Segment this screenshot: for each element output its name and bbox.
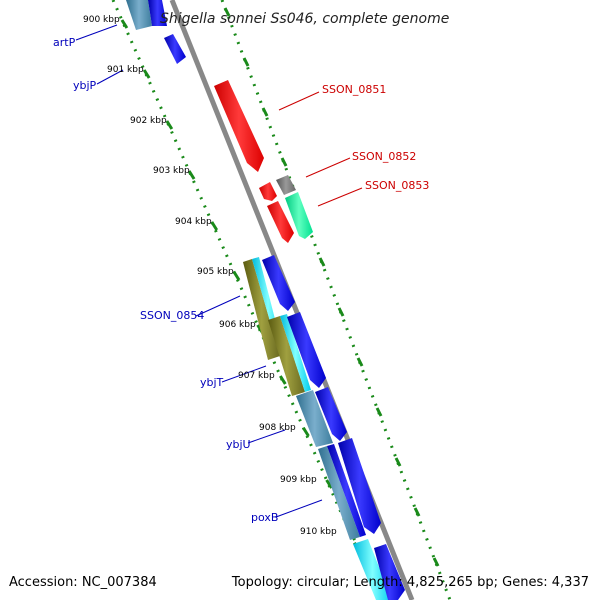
outer-major-tick-558 — [432, 557, 440, 567]
tick-label-910: 910 kbp — [300, 527, 337, 537]
outer-major-tick-458 — [394, 457, 402, 467]
feature-cyan-910 — [353, 539, 392, 600]
feature-ssn0851-arrow — [214, 80, 264, 172]
gene-labels: artP ybjP SSON_0851 SSON_0852 SSON_0853 … — [53, 36, 429, 524]
gene-label-sson0852[interactable]: SSON_0852 — [352, 150, 416, 163]
feature-blue-top-segment — [126, 0, 152, 30]
feature-ybjp-cds — [243, 259, 280, 360]
tick-label-902: 902 kbp — [130, 116, 167, 126]
feature-blue-arrow-909 — [338, 438, 381, 534]
feature-ssn0852-arrow — [267, 201, 294, 243]
inner-major-tick-9 — [325, 479, 333, 489]
inner-major-tick-2 — [165, 120, 174, 130]
feature-blue-arrow-905 — [262, 255, 295, 311]
accession-text: Accession: NC_007384 — [9, 575, 157, 590]
inner-arrow-lane — [164, 34, 405, 600]
feature-blue-arrow-910 — [374, 544, 405, 600]
feature-ssn0852-small — [259, 182, 277, 201]
inner-major-tick-4 — [210, 221, 219, 231]
feature-ssn0853-green — [285, 192, 313, 239]
feature-teal-908 — [296, 390, 333, 447]
feature-cyan-906 — [280, 314, 311, 392]
tick-label-907: 907 kbp — [238, 371, 275, 381]
label-leaders — [75, 24, 363, 518]
tick-label-900: 900 kbp — [83, 15, 120, 25]
gene-label-sson0854[interactable]: SSON_0854 — [140, 309, 204, 322]
tick-label-908: 908 kbp — [259, 423, 296, 433]
feature-blue-arrow-908 — [315, 387, 347, 441]
inner-major-tick-1 — [142, 69, 151, 79]
inner-major-tick-8 — [302, 427, 310, 437]
tick-label-909: 909 kbp — [280, 475, 317, 485]
outer-arrow-lane — [214, 80, 313, 243]
outer-major-tick-108 — [261, 107, 269, 117]
gene-label-artp[interactable]: artP — [53, 36, 76, 49]
outer-major-tick-158 — [280, 157, 288, 167]
outer-major-tick-308 — [337, 307, 345, 317]
feature-olive-906 — [268, 316, 305, 396]
tick-label-905: 905 kbp — [197, 267, 234, 277]
feature-teal-909 — [318, 446, 360, 540]
gene-label-ybjp[interactable]: ybjP — [73, 79, 97, 92]
gene-label-sson0851[interactable]: SSON_0851 — [322, 83, 386, 96]
feature-blue-arrow-906 — [287, 312, 326, 388]
inner-cds-lane — [126, 0, 392, 600]
kbp-tick-labels: 900 kbp 901 kbp 902 kbp 903 kbp 904 kbp … — [83, 15, 337, 537]
feature-blue-top-segment-2 — [148, 0, 167, 26]
inner-major-tick-3 — [187, 170, 196, 180]
tick-label-906: 906 kbp — [219, 320, 256, 330]
tick-label-904: 904 kbp — [175, 217, 212, 227]
gene-label-ybjt[interactable]: ybjT — [200, 376, 224, 389]
inner-major-tick-7 — [279, 375, 287, 385]
feature-ssn0853-grey — [276, 175, 296, 195]
feature-blue-909 — [327, 444, 366, 537]
tick-label-903: 903 kbp — [153, 166, 190, 176]
outer-major-tick-8 — [223, 7, 231, 17]
outer-major-tick-508 — [413, 507, 421, 517]
gene-label-poxb[interactable]: poxB — [251, 511, 278, 524]
inner-major-tick-0 — [120, 19, 129, 29]
feature-blue-small-arrow — [164, 34, 186, 64]
outer-major-tick-58 — [242, 57, 250, 67]
outer-major-tick-408 — [375, 407, 383, 417]
gene-label-ybju[interactable]: ybjU — [226, 438, 251, 451]
topology-text: Topology: circular; Length: 4,825,265 bp… — [231, 575, 589, 590]
map-title: Shigella sonnei Ss046, complete genome — [160, 11, 449, 27]
inner-tick-track — [111, 0, 382, 600]
inner-major-tick-5 — [232, 271, 241, 281]
tick-label-901: 901 kbp — [107, 65, 144, 75]
outer-major-tick-258 — [318, 257, 326, 267]
outer-major-tick-358 — [356, 357, 364, 367]
gene-label-sson0853[interactable]: SSON_0853 — [365, 179, 429, 192]
